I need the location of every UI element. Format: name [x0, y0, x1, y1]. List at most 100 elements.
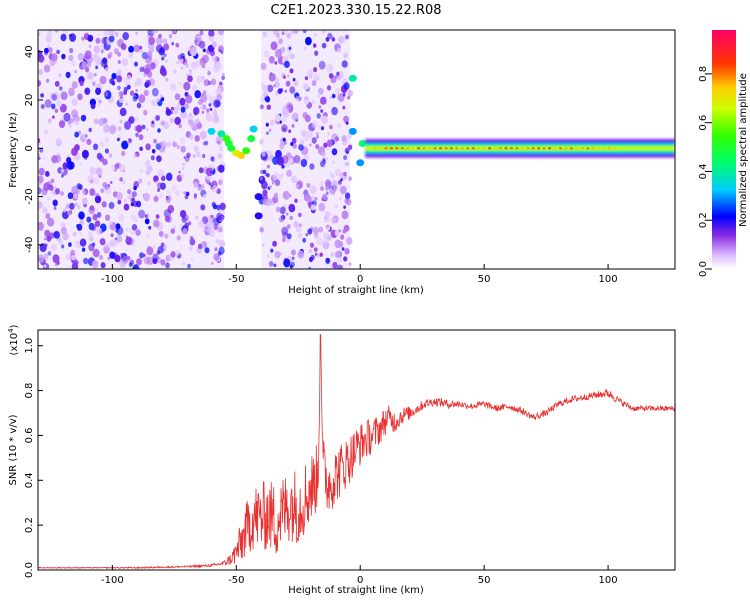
- signal-core-dot: [548, 147, 552, 150]
- noise-speck: [38, 200, 43, 209]
- noise-speck: [282, 190, 290, 200]
- noise-speck: [305, 85, 310, 90]
- signal-core-dot: [613, 147, 617, 150]
- noise-speck: [280, 173, 284, 178]
- noise-speck: [125, 248, 128, 252]
- noise-speck: [292, 77, 296, 82]
- noise-speck: [211, 261, 214, 265]
- noise-speck: [108, 201, 115, 210]
- noise-speck: [135, 229, 141, 236]
- blob-10: [254, 212, 263, 220]
- noise-speck: [157, 245, 164, 254]
- noise-speck: [116, 86, 120, 90]
- noise-speck: [274, 76, 280, 84]
- noise-speck: [123, 90, 128, 95]
- noise-speck: [80, 114, 87, 122]
- noise-speck: [84, 50, 92, 60]
- noise-speck: [63, 207, 67, 213]
- noise-speck: [174, 93, 181, 101]
- noise-speck: [199, 105, 203, 110]
- noise-speck: [313, 247, 318, 253]
- snr-exponent-power: 4: [7, 328, 15, 333]
- noise-speck: [316, 253, 320, 258]
- noise-speck: [99, 238, 106, 246]
- noise-speck: [53, 206, 57, 210]
- noise-speck: [114, 163, 120, 170]
- noise-speck: [95, 192, 99, 196]
- noise-speck: [125, 102, 128, 106]
- noise-speck: [219, 81, 223, 87]
- signal-core-dot: [608, 147, 612, 150]
- noise-speck: [275, 149, 282, 159]
- noise-speck: [144, 218, 150, 225]
- noise-speck: [68, 87, 75, 97]
- noise-speck: [51, 103, 56, 110]
- noise-speck: [163, 53, 167, 58]
- noise-speck: [58, 120, 66, 129]
- noise-speck: [206, 108, 210, 113]
- noise-speck: [69, 47, 74, 54]
- noise-speck: [188, 245, 194, 252]
- snr-exponent-close: ): [9, 324, 20, 328]
- noise-speck: [185, 63, 189, 68]
- noise-speck: [38, 32, 41, 37]
- noise-speck: [192, 154, 196, 158]
- noise-speck: [285, 212, 289, 216]
- noise-speck: [330, 265, 333, 269]
- noise-speck: [268, 128, 272, 132]
- noise-speck: [345, 198, 352, 206]
- noise-speck: [153, 196, 159, 202]
- noise-speck: [325, 191, 329, 195]
- noise-speck: [128, 262, 133, 268]
- noise-speck: [266, 104, 271, 110]
- noise-speck: [184, 103, 189, 110]
- noise-speck: [108, 240, 115, 248]
- noise-speck: [52, 199, 58, 207]
- noise-speck: [341, 247, 345, 251]
- noise-speck: [175, 190, 181, 197]
- snr-x-ticks: -100 -50 0 50 100: [101, 565, 618, 586]
- heatmap-y-ticks: -40 -20 0 20 40: [24, 45, 43, 253]
- noise-speck: [95, 209, 99, 213]
- signal-core-dot: [384, 147, 388, 150]
- noise-speck: [313, 67, 318, 73]
- noise-speck: [274, 61, 278, 65]
- heatmap-frame: [37, 29, 676, 270]
- noise-speck: [46, 235, 52, 242]
- noise-speck: [126, 195, 130, 199]
- noise-speck: [170, 251, 176, 258]
- blob-12: [348, 74, 357, 82]
- noise-speck: [320, 96, 327, 105]
- noise-speck: [267, 254, 270, 258]
- noise-speck: [286, 169, 292, 177]
- noise-speck: [339, 35, 346, 43]
- noise-speck: [183, 191, 187, 195]
- noise-speck: [74, 202, 78, 206]
- noise-speck: [153, 138, 158, 144]
- signal-core-dot: [373, 147, 377, 150]
- noise-speck: [172, 141, 178, 148]
- noise-speck: [196, 122, 203, 130]
- noise-speck: [176, 60, 179, 65]
- noise-speck: [211, 55, 217, 62]
- noise-speck: [77, 117, 81, 122]
- noise-speck: [133, 82, 138, 87]
- noise-speck: [92, 248, 100, 258]
- noise-speck: [139, 252, 145, 259]
- noise-speck: [138, 178, 143, 184]
- noise-speck: [99, 141, 105, 148]
- signal-core-dot: [526, 147, 530, 150]
- noise-speck: [45, 171, 50, 177]
- noise-speck: [306, 130, 313, 139]
- noise-speck: [222, 72, 225, 77]
- noise-speck: [319, 180, 324, 187]
- noise-speck: [178, 124, 182, 129]
- noise-speck: [94, 195, 102, 204]
- noise-speck: [94, 220, 101, 227]
- noise-speck: [163, 43, 170, 51]
- noise-speck: [68, 121, 71, 125]
- noise-speck: [262, 91, 269, 98]
- noise-speck: [77, 52, 84, 61]
- noise-speck: [81, 149, 89, 159]
- noise-speck: [302, 237, 307, 243]
